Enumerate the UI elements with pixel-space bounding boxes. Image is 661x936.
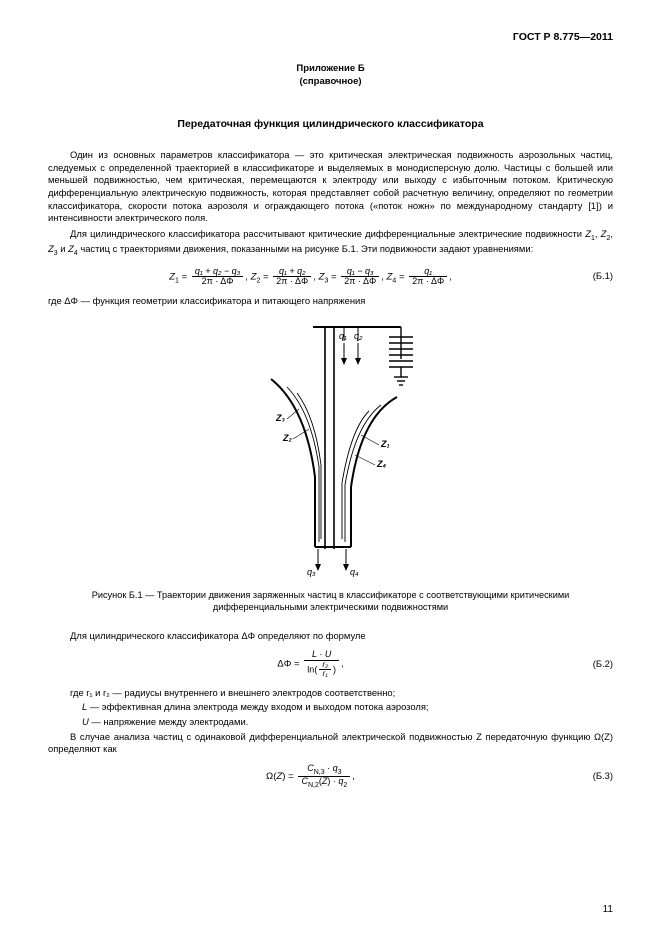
appendix-line2: (справочное) <box>299 76 361 87</box>
appendix-header: Приложение Б (справочное) <box>48 62 613 89</box>
label-q3: q₃ <box>307 567 316 577</box>
eq-b2-r2: r₂ <box>319 661 331 669</box>
fig-cap-2: дифференциальными электрическими подвижн… <box>213 602 448 612</box>
paragraph-1: Один из основных параметров классификато… <box>48 149 613 225</box>
def-l: L — эффективная длина электрода между вх… <box>48 701 613 714</box>
eq-b3-number: (Б.3) <box>573 770 613 783</box>
eq-b1-z2-num: q₁ + q₂ <box>273 267 311 276</box>
label-q2: q₂ <box>354 331 363 341</box>
figure-b1: q₁ q₂ Z₃ Z₂ Z₁ Z₄ <box>48 317 613 581</box>
appendix-line1: Приложение Б <box>296 63 364 74</box>
para2-prefix: Для цилиндрического классификатора рассч… <box>70 228 585 239</box>
eq-b1-den-2: 2π · ΔΦ <box>273 276 311 286</box>
eq-b2-num: L · U <box>304 650 339 659</box>
paragraph-4: В случае анализа частиц с одинаковой диф… <box>48 731 613 756</box>
label-q1: q₁ <box>339 331 347 341</box>
def-u: U — напряжение между электродами. <box>48 716 613 729</box>
equation-b1: Z1 = q₁ + q₂ − q₃2π · ΔΦ, Z2 = q₁ + q₂2π… <box>48 267 613 287</box>
label-z1: Z₁ <box>380 439 390 449</box>
definitions: где r₁ и r₂ — радиусы внутреннего и внеш… <box>48 687 613 729</box>
label-q4: q₄ <box>350 567 359 577</box>
where-1: где ΔΦ — функция геометрии классификатор… <box>48 295 613 308</box>
equation-b3: Ω(Z) = CN,3 · q3 CN,2(Z) · q2 , (Б.3) <box>48 764 613 789</box>
doc-code: ГОСТ Р 8.775—2011 <box>48 30 613 44</box>
eq-b1-number: (Б.1) <box>573 270 613 283</box>
eq-b1-z4-num: q₁ <box>409 267 447 276</box>
figure-caption: Рисунок Б.1 — Траектории движения заряже… <box>78 589 583 614</box>
label-z2: Z₂ <box>282 433 292 443</box>
paragraph-3: Для цилиндрического классификатора ΔΦ оп… <box>48 630 613 643</box>
eq-b1-z3-num: q₁ − q₃ <box>341 267 379 276</box>
eq-b1-den-1: 2π · ΔΦ <box>192 276 243 286</box>
label-z4: Z₄ <box>376 459 386 469</box>
section-title: Передаточная функция цилиндрического кла… <box>48 117 613 131</box>
equation-b2: ΔΦ = L · U ln(r₂r₁) , (Б.2) <box>48 650 613 678</box>
def-r1r2: где r₁ и r₂ — радиусы внутреннего и внеш… <box>48 687 613 700</box>
eq-b1-z1-num: q₁ + q₂ − q₃ <box>192 267 243 276</box>
fig-cap-1: Рисунок Б.1 — Траектории движения заряже… <box>92 590 570 600</box>
eq-b1-den-4: 2π · ΔΦ <box>409 276 447 286</box>
eq-b2-r1: r₁ <box>319 669 331 678</box>
para2-suffix: частиц с траекториями движения, показанн… <box>78 243 533 254</box>
page-number: 11 <box>603 903 613 917</box>
paragraph-2: Для цилиндрического классификатора рассч… <box>48 228 613 259</box>
eq-b2-number: (Б.2) <box>573 658 613 671</box>
label-z3: Z₃ <box>275 413 285 423</box>
classifier-diagram: q₁ q₂ Z₃ Z₂ Z₁ Z₄ <box>211 317 451 577</box>
eq-b1-den-3: 2π · ΔΦ <box>341 276 379 286</box>
